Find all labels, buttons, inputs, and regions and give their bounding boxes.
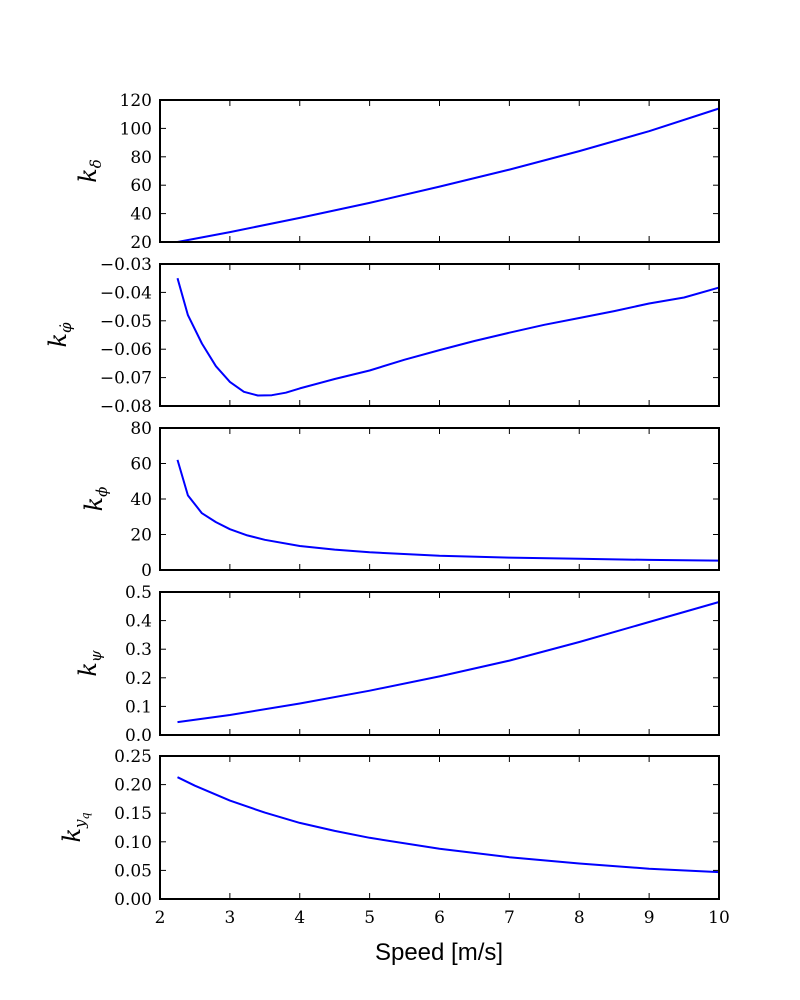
subplot-2: −0.08 −0.07 −0.06 −0.05 −0.04 −0.03 kφ̇ (44, 255, 720, 417)
y-axis-label-subscript: ψ (87, 650, 105, 662)
y-tick-label: 60 (130, 176, 152, 196)
y-tick-label: 20 (130, 233, 152, 253)
y-tick-label: 0.0 (125, 726, 152, 746)
y-tick-label: 120 (120, 91, 152, 111)
y-tick-label: −0.06 (100, 340, 152, 360)
y-tick-label: 0.05 (114, 861, 152, 881)
axes-frame (159, 99, 720, 243)
series-line (176, 277, 720, 397)
y-axis-label-symbol: k (44, 333, 72, 348)
series-line (177, 776, 720, 874)
y-tick-label: 60 (130, 455, 152, 475)
y-axis-label-subscript: ϕ (93, 487, 111, 497)
y-tick-label: 20 (130, 526, 152, 546)
y-tick-label: 80 (130, 148, 152, 168)
y-tick-label: 0.20 (114, 776, 152, 796)
y-tick-label: 0.1 (125, 697, 152, 717)
y-axis-label: kyq (58, 812, 92, 842)
x-tick-label: 3 (224, 908, 235, 928)
y-axis-label: kϕ (80, 487, 111, 512)
y-tick-label: 0.5 (125, 583, 152, 603)
x-tick-label: 9 (644, 908, 655, 928)
subplot-5: 0.00 0.05 0.10 0.15 0.20 0.25 kyq 2 3 4 5 6 7 8 9 10 (58, 747, 730, 928)
axes-frame (159, 591, 720, 736)
y-axis-label: kψ (74, 650, 105, 677)
y-tick-label: −0.03 (100, 255, 152, 275)
y-tick-label: 0.3 (125, 640, 152, 660)
axes-frame (159, 427, 720, 571)
y-tick-label: 40 (130, 490, 152, 510)
x-tick-label: 7 (504, 908, 515, 928)
y-tick-label: 0.2 (125, 669, 152, 689)
y-tick-label: 100 (120, 119, 152, 139)
axes-frame (159, 263, 720, 407)
y-tick-label: −0.07 (100, 369, 152, 389)
y-axis-label-subscript: φ̇ (57, 322, 75, 333)
y-tick-label: −0.04 (100, 283, 152, 303)
x-tick-label: 6 (434, 908, 445, 928)
y-axis-label-symbol: k (80, 497, 108, 512)
y-tick-label: 0 (141, 561, 152, 581)
y-tick-label: 0.25 (114, 747, 152, 767)
y-axis-label-symbol: k (58, 828, 86, 843)
y-axis-label-symbol: k (74, 662, 102, 677)
y-axis-label: kφ̇ (44, 322, 75, 348)
x-axis-label: Speed [m/s] (375, 939, 503, 966)
subplot-3: 0 20 40 60 80 kϕ (80, 419, 720, 581)
y-tick-label: −0.08 (100, 397, 152, 417)
subplot-4: 0.0 0.1 0.2 0.3 0.4 0.5 kψ (74, 583, 720, 746)
x-tick-label: 8 (574, 908, 585, 928)
y-tick-label: −0.05 (100, 312, 152, 332)
y-axis-label-subscript: δ (87, 159, 105, 168)
axes-frame (159, 755, 720, 900)
y-tick-label: 0.4 (125, 612, 152, 632)
x-tick-label: 2 (155, 908, 166, 928)
y-tick-label: 0.15 (114, 804, 152, 824)
y-axis-label-subscript: y (71, 819, 89, 829)
y-tick-label: 0.10 (114, 833, 152, 853)
x-tick-label: 10 (708, 908, 730, 928)
series-line (177, 107, 720, 243)
y-axis-label-symbol: k (74, 168, 102, 183)
series-line (177, 601, 720, 724)
y-tick-label: 80 (130, 419, 152, 439)
x-tick-label: 4 (294, 908, 305, 928)
x-tick-label: 5 (364, 908, 375, 928)
y-tick-label: 0.00 (114, 890, 152, 910)
subplot-1: 20 40 60 80 100 120 kδ (74, 91, 720, 253)
y-axis-label: kδ (74, 159, 105, 183)
y-axis-label-subsubscript: q (79, 812, 92, 819)
y-tick-label: 40 (130, 205, 152, 225)
series-line (176, 459, 720, 562)
